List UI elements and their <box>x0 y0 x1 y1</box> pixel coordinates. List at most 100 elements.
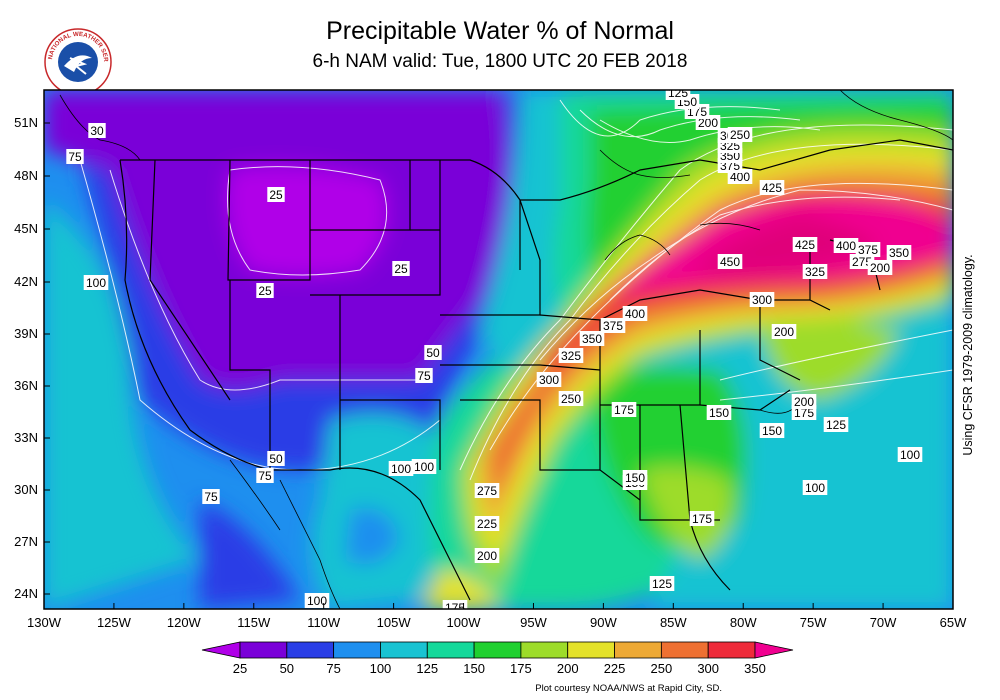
colorbar-label: 250 <box>651 661 673 676</box>
colorbar-segment <box>520 641 569 659</box>
contour-label: 250 <box>730 128 750 142</box>
colorbar-segment <box>286 641 335 659</box>
contour-label-bg <box>202 489 220 504</box>
longitude-axis: 130W 125W 120W 115W 110W 105W 100W 95W 90W 85W 80W… <box>27 603 967 630</box>
contour-label: 150 <box>709 406 729 420</box>
lat-tick-label: 48N <box>14 168 38 183</box>
contour-label: 100 <box>805 481 825 495</box>
contour-label: 375 <box>858 243 878 257</box>
contour-label-bg <box>867 260 893 275</box>
colorbar-segment <box>380 641 428 659</box>
contour-label: 100 <box>391 462 411 476</box>
contour-label-bg <box>749 292 775 307</box>
lat-tick-label: 30N <box>14 482 38 497</box>
contour-label: 50 <box>426 346 440 360</box>
climatology-note: Using CFSR 1979-2009 climatology. <box>958 230 978 480</box>
colorbar-label: 200 <box>557 661 579 676</box>
contour-label-bg <box>474 483 500 498</box>
lon-tick-label: 115W <box>237 615 271 630</box>
contour-label-bg <box>388 461 414 476</box>
lat-tick-label: 36N <box>14 378 38 393</box>
colorbar-segment <box>333 641 381 659</box>
colorbar-segment <box>707 641 756 659</box>
contour-label: 425 <box>762 181 782 195</box>
colorbar-label: 350 <box>744 661 766 676</box>
contour-label-bg <box>411 459 437 474</box>
contour-label: 250 <box>561 392 581 406</box>
contour-label: 75 <box>68 150 82 164</box>
contour-label-bg <box>267 451 285 466</box>
colorbar-low-arrow <box>201 641 241 659</box>
contour-label: 25 <box>258 284 272 298</box>
colorbar-label: 25 <box>233 661 247 676</box>
contour-label-bg <box>83 275 109 290</box>
lat-tick-label: 33N <box>14 430 38 445</box>
contour-label-bg <box>611 402 637 417</box>
contour-lines <box>79 99 953 481</box>
lat-tick-label: 51N <box>14 115 38 130</box>
colorbar-label: 225 <box>604 661 626 676</box>
contour-label: 200 <box>794 395 814 409</box>
colorbar-label: 50 <box>280 661 294 676</box>
colorbar-segment <box>426 641 475 659</box>
lat-tick-label: 39N <box>14 326 38 341</box>
colorbar-label: 300 <box>697 661 719 676</box>
contour-label: 125 <box>668 86 688 100</box>
contour-label-bg <box>392 261 410 276</box>
colorbar-segment <box>473 641 522 659</box>
contour-label: 125 <box>826 418 846 432</box>
contour-label-bg <box>442 600 468 609</box>
contour-label: 150 <box>762 424 782 438</box>
lon-tick-label: 105W <box>377 615 412 630</box>
contour-label-bg <box>649 576 675 591</box>
contour-label-bg <box>536 372 562 387</box>
contour-label: 30 <box>90 124 104 138</box>
contour-label: 50 <box>269 452 283 466</box>
contour-label: 375 <box>603 319 623 333</box>
contour-label-bg <box>791 394 817 409</box>
contour-label: 400 <box>625 307 645 321</box>
contour-label-bg <box>689 511 715 526</box>
lat-tick-label: 27N <box>14 534 38 549</box>
lon-tick-label: 125W <box>97 615 132 630</box>
contour-label: 25 <box>394 262 408 276</box>
contour-label: 325 <box>805 265 825 279</box>
lon-tick-label: 130W <box>27 615 62 630</box>
contour-label-bg <box>665 90 691 100</box>
map-title: Precipitable Water % of Normal <box>326 17 674 45</box>
colorbar-segment <box>660 641 709 659</box>
contour-label-bg <box>855 242 881 257</box>
contour-label-bg <box>792 237 818 252</box>
lat-tick-label: 42N <box>14 274 38 289</box>
colorbar-segment <box>239 641 288 659</box>
contour-label-bg <box>802 264 828 279</box>
contour-label: 450 <box>720 255 740 269</box>
contour-label: 200 <box>870 261 890 275</box>
contour-label-bg <box>88 123 106 138</box>
contour-label-bg <box>622 306 648 321</box>
contour-label: 25 <box>269 188 283 202</box>
contour-label-bg <box>706 405 732 420</box>
contour-label-bg <box>823 417 849 432</box>
map-subtitle: 6-h NAM valid: Tue, 1800 UTC 20 FEB 2018 <box>312 51 688 72</box>
contour-label: 400 <box>730 170 750 184</box>
contour-label: 200 <box>477 549 497 563</box>
lon-tick-label: 120W <box>167 615 202 630</box>
colorbar-segment <box>614 641 662 659</box>
contour-label: 275 <box>852 255 872 269</box>
contour-label-bg <box>558 391 584 406</box>
contour-label: 225 <box>477 517 497 531</box>
contour-label: 350 <box>582 332 602 346</box>
contour-label-bg <box>424 345 442 360</box>
contour-label-bg <box>802 480 828 495</box>
lon-tick-label: 95W <box>520 615 547 630</box>
colorbar-segment <box>567 641 615 659</box>
lat-tick-label: 45N <box>14 221 38 236</box>
contour-label: 300 <box>539 373 559 387</box>
contour-label: 75 <box>204 490 218 504</box>
contour-label: 275 <box>477 484 497 498</box>
colorbar-label: 125 <box>416 661 438 676</box>
contour-label-bg <box>256 283 274 298</box>
contour-label: 325 <box>561 349 581 363</box>
